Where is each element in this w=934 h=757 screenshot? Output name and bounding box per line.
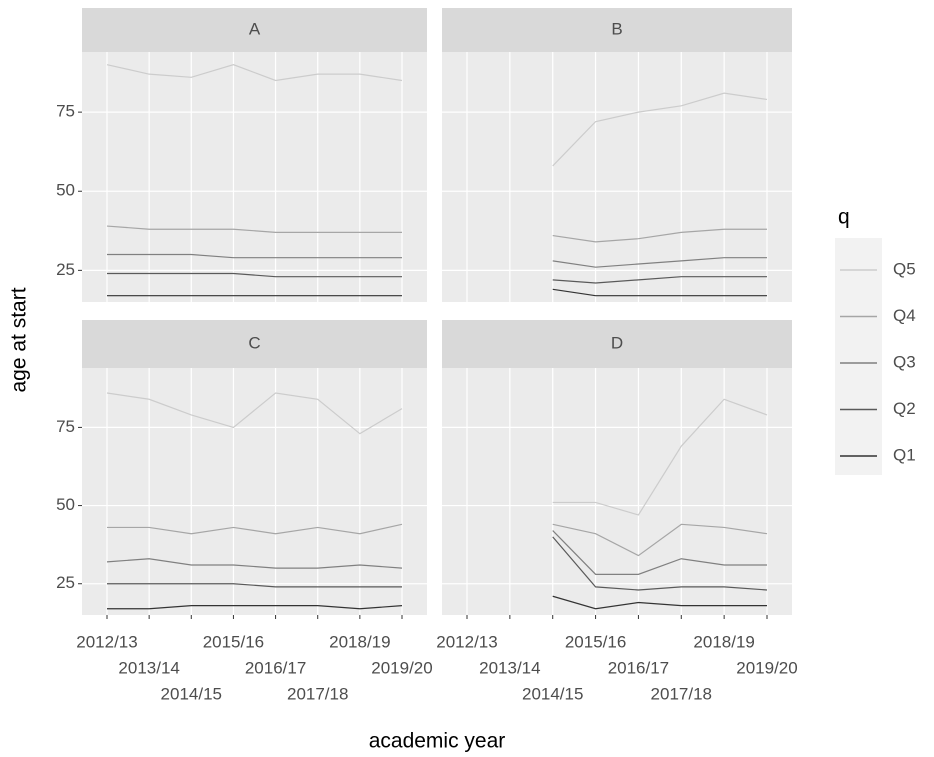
- series-line: [107, 272, 402, 278]
- x-tick-label: 2019/20: [371, 658, 432, 677]
- panel-bg: [82, 52, 427, 302]
- series-line: [552, 536, 768, 591]
- legend-label: Q5: [893, 259, 916, 278]
- series-line: [106, 225, 402, 233]
- series-line: [106, 64, 403, 82]
- x-tick-label: 2016/17: [608, 658, 669, 677]
- panel-title: D: [611, 333, 623, 352]
- series-line: [552, 398, 768, 516]
- x-tick-label: 2019/20: [736, 658, 797, 677]
- x-tick-label: 2012/13: [436, 632, 497, 651]
- panel-title: A: [249, 19, 261, 38]
- series-line: [106, 558, 403, 569]
- series-line: [106, 392, 403, 435]
- x-tick-label: 2012/13: [76, 632, 137, 651]
- x-tick-label: 2017/18: [651, 684, 712, 703]
- panel-bg: [442, 52, 792, 302]
- series-line: [552, 288, 767, 297]
- series-line: [552, 523, 768, 557]
- y-tick-label: 50: [56, 181, 75, 200]
- strip: [442, 320, 792, 368]
- y-tick-label: 25: [56, 573, 75, 592]
- y-axis-label: age at start: [8, 287, 31, 392]
- panel-title: C: [248, 333, 260, 352]
- legend-label: Q3: [893, 352, 916, 371]
- series-line: [552, 228, 767, 243]
- x-tick-label: 2014/15: [161, 684, 222, 703]
- legend-title: q: [838, 206, 850, 229]
- panel-bg: [82, 368, 427, 615]
- strip: [442, 8, 792, 52]
- strip: [82, 320, 427, 368]
- legend-box: [835, 238, 882, 475]
- legend-label: Q2: [893, 399, 916, 418]
- series-line: [552, 530, 767, 575]
- x-tick-label: 2015/16: [565, 632, 626, 651]
- y-tick-label: 50: [56, 495, 75, 514]
- x-tick-label: 2018/19: [329, 632, 390, 651]
- y-tick-label: 75: [56, 102, 75, 121]
- series-line: [107, 523, 403, 535]
- series-line: [552, 257, 767, 268]
- x-tick-label: 2015/16: [203, 632, 264, 651]
- legend-label: Q1: [893, 445, 916, 464]
- y-tick-label: 25: [56, 260, 75, 279]
- series-line: [107, 253, 402, 259]
- series-line: [552, 595, 767, 610]
- series-line: [552, 92, 768, 167]
- x-tick-label: 2018/19: [693, 632, 754, 651]
- legend-label: Q4: [893, 306, 916, 325]
- y-tick-label: 75: [56, 417, 75, 436]
- x-tick-label: 2014/15: [522, 684, 583, 703]
- panel-title: B: [611, 19, 622, 38]
- x-tick-label: 2017/18: [287, 684, 348, 703]
- x-tick-label: 2013/14: [479, 658, 540, 677]
- series-line: [107, 583, 402, 588]
- x-axis-label: academic year: [369, 730, 506, 753]
- series-line: [107, 605, 403, 610]
- x-tick-label: 2016/17: [245, 658, 306, 677]
- x-tick-label: 2013/14: [118, 658, 179, 677]
- series-line: [552, 276, 767, 284]
- strip: [82, 8, 427, 52]
